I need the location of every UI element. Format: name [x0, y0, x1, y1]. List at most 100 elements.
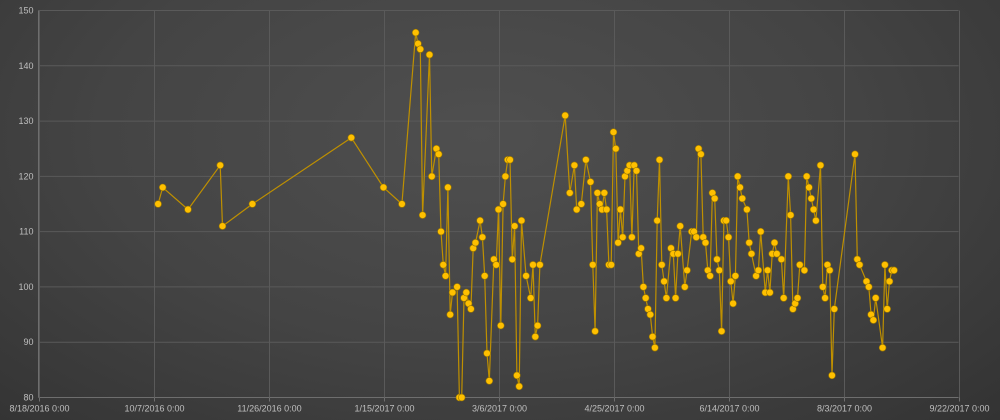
data-point-marker[interactable]: [439, 261, 447, 269]
data-point-marker[interactable]: [648, 333, 657, 341]
data-point-marker[interactable]: [476, 216, 484, 225]
data-point-marker[interactable]: [536, 261, 544, 269]
data-point-marker[interactable]: [589, 261, 597, 269]
data-point-marker[interactable]: [885, 277, 894, 286]
data-point-marker[interactable]: [710, 194, 719, 203]
data-point-marker[interactable]: [731, 272, 740, 280]
data-point-marker[interactable]: [743, 205, 751, 214]
data-point-marker[interactable]: [586, 178, 595, 186]
data-point-marker[interactable]: [418, 211, 427, 219]
data-point-marker[interactable]: [745, 239, 753, 247]
data-point-marker[interactable]: [602, 205, 611, 214]
data-point-marker[interactable]: [692, 233, 700, 241]
data-point-marker[interactable]: [784, 172, 792, 181]
data-point-marker[interactable]: [458, 393, 466, 402]
data-point-marker[interactable]: [515, 382, 523, 391]
data-point-marker[interactable]: [593, 189, 602, 197]
data-point-marker[interactable]: [448, 288, 457, 297]
data-point-marker[interactable]: [628, 233, 636, 241]
data-point-marker[interactable]: [529, 261, 537, 269]
data-point-marker[interactable]: [722, 216, 730, 225]
data-point-marker[interactable]: [510, 222, 519, 230]
data-point-marker[interactable]: [800, 266, 809, 274]
data-point-marker[interactable]: [883, 305, 891, 313]
data-point-marker[interactable]: [717, 327, 726, 335]
data-point-marker[interactable]: [802, 172, 811, 181]
data-point-marker[interactable]: [641, 294, 650, 302]
data-point-marker[interactable]: [807, 194, 815, 203]
data-point-marker[interactable]: [478, 233, 487, 241]
data-point-marker[interactable]: [639, 283, 648, 291]
data-point-marker[interactable]: [526, 294, 535, 302]
data-point-marker[interactable]: [485, 377, 493, 385]
data-point-marker[interactable]: [796, 261, 804, 269]
data-point-marker[interactable]: [501, 172, 510, 181]
data-point-marker[interactable]: [531, 333, 539, 341]
data-point-marker[interactable]: [453, 283, 461, 291]
data-point-marker[interactable]: [609, 128, 618, 136]
data-point-marker[interactable]: [607, 261, 615, 269]
data-point-marker[interactable]: [756, 227, 765, 236]
data-point-marker[interactable]: [632, 167, 641, 175]
data-point-marker[interactable]: [412, 28, 420, 37]
data-point-marker[interactable]: [828, 371, 836, 380]
data-point-marker[interactable]: [676, 222, 684, 230]
data-point-marker[interactable]: [747, 250, 756, 258]
data-point-marker[interactable]: [618, 233, 627, 241]
data-point-marker[interactable]: [577, 200, 585, 208]
data-point-marker[interactable]: [733, 172, 742, 181]
data-point-marker[interactable]: [533, 321, 542, 330]
data-point-marker[interactable]: [851, 150, 859, 158]
data-point-marker[interactable]: [483, 349, 491, 357]
data-point-marker[interactable]: [570, 161, 579, 170]
data-point-marker[interactable]: [416, 45, 424, 53]
data-point-marker[interactable]: [616, 205, 625, 214]
data-point-marker[interactable]: [522, 272, 530, 280]
data-point-marker[interactable]: [379, 183, 388, 192]
data-point-marker[interactable]: [441, 272, 450, 280]
data-point-marker[interactable]: [697, 150, 705, 158]
data-point-marker[interactable]: [508, 255, 516, 263]
data-point-marker[interactable]: [825, 266, 834, 274]
data-point-marker[interactable]: [566, 189, 574, 197]
data-point-marker[interactable]: [347, 134, 355, 142]
data-point-marker[interactable]: [612, 145, 620, 153]
data-point-marker[interactable]: [499, 200, 507, 208]
data-point-marker[interactable]: [805, 183, 813, 192]
data-point-marker[interactable]: [437, 227, 445, 236]
data-point-marker[interactable]: [216, 161, 224, 170]
data-point-marker[interactable]: [398, 200, 406, 208]
data-point-marker[interactable]: [425, 50, 434, 59]
data-point-marker[interactable]: [821, 294, 829, 302]
data-point-marker[interactable]: [812, 216, 820, 225]
data-point-marker[interactable]: [658, 261, 666, 269]
data-point-marker[interactable]: [492, 261, 500, 269]
data-point-marker[interactable]: [763, 266, 772, 274]
data-point-marker[interactable]: [467, 305, 475, 313]
data-point-marker[interactable]: [561, 111, 569, 120]
data-point-marker[interactable]: [471, 239, 480, 247]
data-point-marker[interactable]: [494, 205, 503, 214]
data-point-marker[interactable]: [754, 266, 763, 274]
data-point-marker[interactable]: [793, 294, 802, 302]
data-point-marker[interactable]: [779, 294, 788, 302]
data-point-marker[interactable]: [713, 255, 721, 263]
data-point-marker[interactable]: [738, 194, 746, 203]
data-point-marker[interactable]: [706, 272, 714, 280]
data-point-marker[interactable]: [773, 250, 781, 258]
data-point-marker[interactable]: [809, 205, 818, 214]
data-point-marker[interactable]: [777, 255, 786, 263]
data-point-marker[interactable]: [681, 283, 689, 291]
data-point-marker[interactable]: [865, 283, 873, 291]
data-point-marker[interactable]: [855, 261, 864, 269]
data-point-marker[interactable]: [462, 288, 470, 297]
data-point-marker[interactable]: [428, 172, 436, 181]
data-point-marker[interactable]: [653, 216, 661, 225]
data-point-marker[interactable]: [683, 266, 691, 274]
data-point-marker[interactable]: [878, 344, 887, 352]
data-point-marker[interactable]: [637, 244, 645, 252]
data-point-marker[interactable]: [871, 294, 880, 302]
data-point-marker[interactable]: [671, 294, 680, 302]
